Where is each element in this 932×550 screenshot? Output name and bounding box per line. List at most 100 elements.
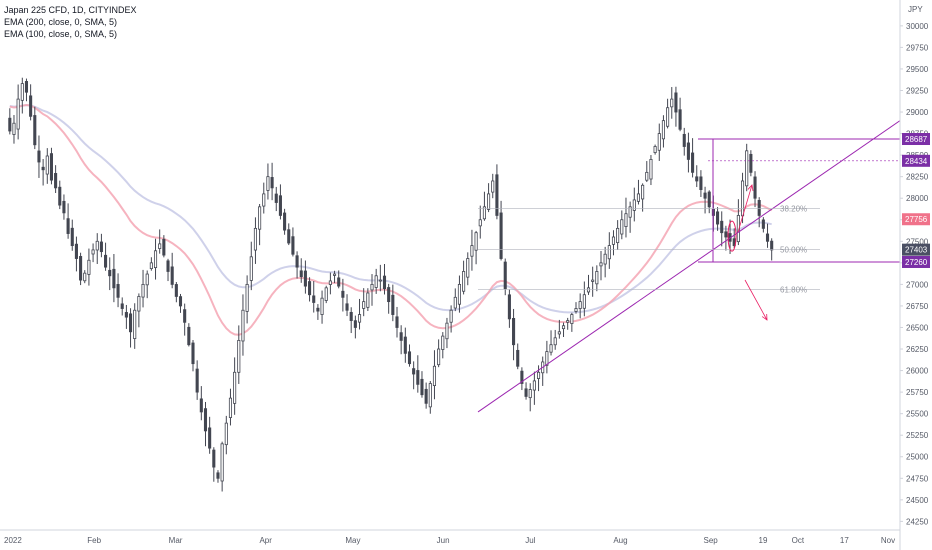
candle[interactable] [199,386,203,421]
candle[interactable] [287,223,291,246]
candle[interactable] [653,144,657,155]
candle[interactable] [112,254,116,303]
price-tag[interactable]: 27260 [902,255,930,268]
candle[interactable] [66,203,70,239]
candle[interactable] [333,270,337,284]
candle[interactable] [224,415,228,455]
candle[interactable] [611,230,616,256]
candle[interactable] [441,332,445,359]
candle[interactable] [632,187,636,222]
candle[interactable] [661,115,665,148]
candle[interactable] [720,211,724,247]
candle[interactable] [437,339,441,368]
candles[interactable] [8,77,774,492]
candle[interactable] [24,78,29,102]
candle[interactable] [41,159,45,186]
candle[interactable] [761,217,765,233]
candle[interactable] [424,382,428,409]
candle[interactable] [412,361,416,390]
candle[interactable] [308,277,312,302]
candle[interactable] [245,275,249,324]
candle[interactable] [570,312,574,332]
price-tag[interactable]: 27403 [902,243,930,256]
candle[interactable] [295,251,299,279]
candle[interactable] [170,252,174,289]
candle[interactable] [491,173,495,199]
candle[interactable] [512,308,516,361]
candle[interactable] [445,317,449,349]
candle[interactable] [74,236,78,272]
candle[interactable] [141,269,145,308]
candle[interactable] [470,229,474,271]
candle[interactable] [233,357,237,415]
candle[interactable] [382,263,387,295]
candle[interactable] [595,265,599,292]
candle[interactable] [657,123,661,161]
candle[interactable] [457,275,461,313]
candle[interactable] [678,97,682,132]
candle[interactable] [703,186,707,214]
candle[interactable] [228,388,233,426]
candle[interactable] [12,115,16,144]
candle[interactable] [79,252,83,286]
candle[interactable] [153,238,158,280]
candle[interactable] [312,281,316,313]
candle[interactable] [129,308,133,348]
candle[interactable] [478,205,482,239]
candle[interactable] [116,273,120,308]
candle[interactable] [316,304,320,320]
candle[interactable] [158,229,162,254]
candle[interactable] [724,225,728,251]
candle[interactable] [83,270,87,284]
time-axis[interactable]: 2022 Feb Mar Apr May Jun Jul Aug Sep 19 Oct 17 Nov [0,529,900,545]
candle[interactable] [187,323,191,347]
candle[interactable] [516,343,520,370]
candle[interactable] [545,340,549,374]
candle[interactable] [278,184,282,220]
candle[interactable] [324,285,328,304]
candle[interactable] [249,241,253,291]
candle[interactable] [362,288,366,317]
candle[interactable] [586,274,591,295]
candle[interactable] [541,356,545,386]
candle[interactable] [420,371,424,398]
candle[interactable] [645,161,649,183]
candle[interactable] [691,138,695,178]
candle[interactable] [58,180,62,210]
candle[interactable] [524,382,528,400]
candle[interactable] [178,293,183,313]
candle[interactable] [70,219,74,251]
candle[interactable] [591,266,595,297]
candle[interactable] [8,108,12,135]
candle[interactable] [87,248,91,286]
candle[interactable] [378,264,382,292]
candle[interactable] [449,305,453,333]
candle[interactable] [216,470,220,483]
legend-symbol[interactable]: Japan 225 CFD, 1D, CITYINDEX [4,5,137,15]
candle[interactable] [124,304,128,329]
candle[interactable] [366,288,370,312]
candle[interactable] [274,186,278,212]
candle[interactable] [674,86,678,127]
candle[interactable] [707,190,711,214]
candle[interactable] [166,258,170,282]
candle[interactable] [682,127,686,156]
candle[interactable] [370,274,374,306]
candle[interactable] [716,207,720,231]
candle[interactable] [29,84,33,121]
candle[interactable] [699,170,703,198]
candle[interactable] [303,260,307,294]
candle[interactable] [174,281,178,303]
candle[interactable] [241,294,245,356]
candle[interactable] [133,303,137,349]
price-tag[interactable]: 28434 [902,154,930,167]
candle[interactable] [636,179,641,205]
candle[interactable] [353,315,357,339]
candle[interactable] [54,165,58,194]
candle[interactable] [649,155,653,186]
candle[interactable] [208,416,212,454]
candle[interactable] [736,199,740,246]
candle[interactable] [349,307,353,334]
candle[interactable] [262,182,266,214]
candle[interactable] [487,183,491,213]
